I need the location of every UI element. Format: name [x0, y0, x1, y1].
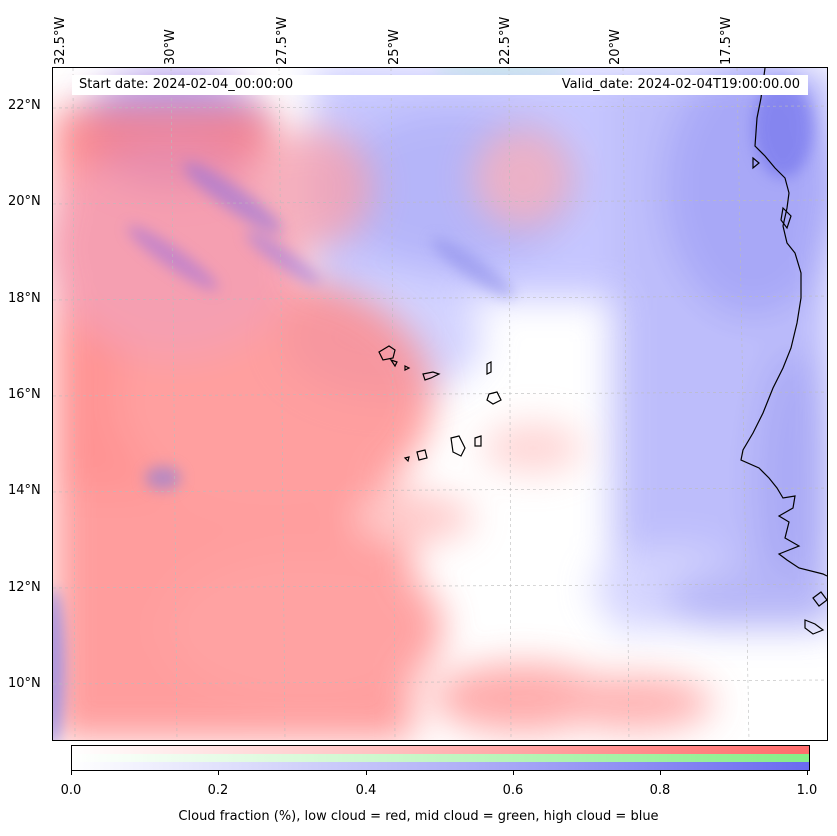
lon-label-27-5w: 27.5°W — [275, 16, 290, 65]
lat-label-20n: 20°N — [8, 194, 41, 209]
lon-label-20w: 20°W — [608, 29, 623, 65]
lon-label-22-5w: 22.5°W — [498, 16, 513, 65]
cape-verde-islands — [378, 345, 502, 463]
lat-label-18n: 18°N — [8, 291, 41, 306]
lon-label-30w: 30°W — [163, 29, 178, 65]
colorbar-tick-0: 0.0 — [60, 783, 82, 798]
lon-label-17-5w: 17.5°W — [719, 16, 734, 65]
colorbar-tickmark — [366, 770, 367, 775]
colorbar-tick-0-2: 0.2 — [207, 783, 229, 798]
lat-label-12n: 12°N — [8, 580, 41, 595]
colorbar-tick-0-8: 0.8 — [649, 783, 671, 798]
lat-label-22n: 22°N — [8, 98, 41, 113]
colorbar-tick-0-6: 0.6 — [502, 783, 524, 798]
cloud-fraction-map[interactable] — [52, 67, 828, 741]
gridlines — [53, 68, 827, 740]
start-date-label: Start date: 2024-02-04_00:00:00 — [79, 77, 294, 92]
colorbar-tick-1: 1.0 — [796, 783, 818, 798]
valid-date-label: Valid_date: 2024-02-04T19:00:00.00 — [561, 77, 800, 92]
colorbar-label: Cloud fraction (%), low cloud = red, mid… — [178, 809, 659, 824]
colorbar-tickmark — [660, 770, 661, 775]
lat-label-14n: 14°N — [8, 483, 41, 498]
colorbar — [71, 745, 810, 771]
colorbar-tick-0-4: 0.4 — [355, 783, 377, 798]
colorbar-tickmark — [218, 770, 219, 775]
africa-coastline — [740, 68, 827, 577]
colorbar-tickmark — [513, 770, 514, 775]
map-canvas — [53, 68, 827, 740]
colorbar-high-strip — [72, 762, 809, 770]
colorbar-tickmark — [807, 770, 808, 775]
lon-label-32-5w: 32.5°W — [53, 16, 68, 65]
colorbar-tickmark — [71, 770, 72, 775]
lat-label-10n: 10°N — [8, 676, 41, 691]
lon-label-25w: 25°W — [387, 29, 402, 65]
date-info-box: Start date: 2024-02-04_00:00:00 Valid_da… — [72, 75, 808, 95]
lat-label-16n: 16°N — [8, 387, 41, 402]
